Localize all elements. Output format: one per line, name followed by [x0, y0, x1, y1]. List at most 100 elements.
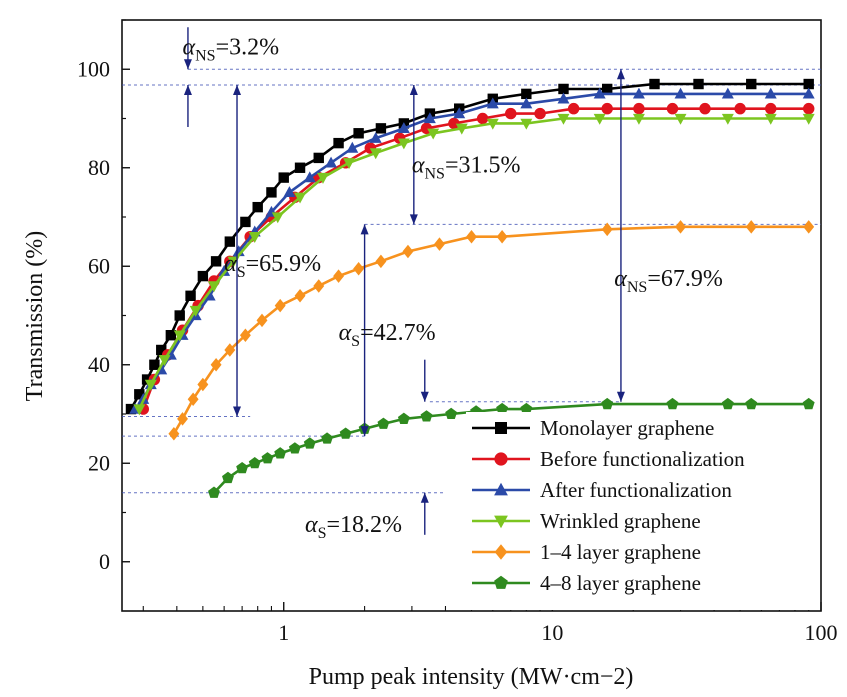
data-point — [333, 269, 345, 283]
arrow-head — [233, 85, 242, 96]
legend-label: Before functionalization — [540, 447, 745, 471]
data-point — [802, 102, 815, 115]
legend-item: Monolayer graphene — [472, 416, 714, 440]
arrow-head — [420, 492, 429, 503]
data-point — [266, 187, 277, 198]
data-point — [333, 137, 344, 149]
data-point — [185, 290, 196, 301]
data-point — [210, 357, 222, 372]
data-point — [165, 330, 177, 341]
data-point — [288, 442, 301, 454]
data-point — [558, 83, 569, 95]
data-point — [534, 107, 546, 120]
data-point — [168, 426, 180, 441]
data-point — [224, 236, 236, 247]
arrow-head — [233, 406, 242, 417]
series-6 — [208, 397, 815, 498]
annotations: αNS=3.2% αNS=31.5% αS=65.9% αNS=67.9% αS=42.… — [183, 34, 723, 542]
data-point — [632, 113, 645, 125]
x-tick-label: 1 — [278, 620, 289, 645]
data-point — [141, 374, 153, 385]
data-point — [397, 122, 410, 134]
data-point — [346, 141, 359, 153]
alpha-annotation: αNS=67.9% — [614, 266, 723, 296]
data-point — [764, 87, 777, 99]
data-point — [133, 404, 146, 416]
data-point — [271, 212, 284, 224]
data-point — [369, 148, 382, 160]
x-axis-label: Pump peak intensity (MW·cm−2) — [309, 664, 634, 690]
data-point — [593, 113, 606, 125]
data-point — [721, 397, 734, 410]
data-point — [602, 83, 613, 95]
legend-label: Wrinkled graphene — [540, 509, 701, 533]
data-point — [601, 397, 614, 410]
data-point — [803, 220, 815, 234]
data-point — [248, 232, 261, 243]
data-point — [423, 112, 436, 124]
data-point — [375, 254, 387, 269]
data-point — [674, 113, 687, 125]
arrow-head — [420, 391, 429, 402]
legend-item: 1–4 layer graphene — [472, 540, 701, 564]
data-point — [496, 229, 508, 244]
arrow-head — [616, 391, 625, 402]
data-point — [158, 355, 171, 367]
data-point — [149, 359, 160, 370]
data-point — [764, 113, 777, 125]
legend-marker — [494, 544, 508, 560]
series-5 — [168, 220, 815, 441]
data-point — [321, 432, 334, 444]
data-point — [325, 156, 338, 168]
legend: Monolayer graphene Before functionalizati… — [466, 412, 818, 610]
legend-item: Wrinkled graphene — [472, 509, 701, 533]
data-point — [745, 220, 757, 234]
y-axis-label: Transmission (%) — [22, 231, 48, 401]
arrow-head — [183, 59, 192, 70]
data-point — [427, 128, 440, 140]
data-point — [476, 112, 489, 125]
y-tick-label: 20 — [88, 450, 110, 475]
data-point — [256, 313, 268, 328]
legend-item: Before functionalization — [472, 447, 745, 471]
data-point — [448, 117, 460, 130]
data-point — [593, 87, 606, 99]
data-point — [445, 407, 458, 420]
legend-marker — [495, 422, 507, 434]
legend-marker — [494, 575, 508, 589]
data-point — [496, 402, 509, 415]
data-point — [353, 261, 365, 276]
data-point — [218, 264, 231, 276]
data-point — [375, 123, 387, 134]
legend-marker — [494, 515, 508, 529]
data-point — [144, 379, 157, 391]
data-point — [601, 102, 613, 115]
data-point — [156, 344, 167, 356]
data-point — [294, 192, 307, 204]
data-point — [274, 298, 286, 313]
data-point — [397, 412, 410, 424]
data-point — [177, 412, 188, 426]
data-point — [666, 102, 679, 115]
alpha-annotation: αS=18.2% — [305, 512, 402, 542]
data-point — [745, 397, 758, 410]
arrow-head — [360, 224, 369, 235]
data-point — [520, 402, 533, 415]
legend-marker — [494, 452, 508, 466]
data-point — [633, 102, 645, 115]
data-point — [353, 128, 364, 139]
data-point — [317, 172, 329, 184]
data-point — [252, 201, 263, 213]
data-point — [567, 102, 580, 115]
legend-label: 1–4 layer graphene — [540, 540, 701, 564]
data-point — [222, 471, 234, 484]
data-point — [343, 158, 356, 170]
data-point — [261, 452, 274, 464]
data-point — [675, 220, 686, 234]
y-tick-label: 0 — [99, 549, 110, 574]
data-point — [803, 78, 814, 90]
data-point — [632, 87, 645, 99]
data-point — [765, 102, 777, 115]
data-point — [420, 410, 433, 422]
